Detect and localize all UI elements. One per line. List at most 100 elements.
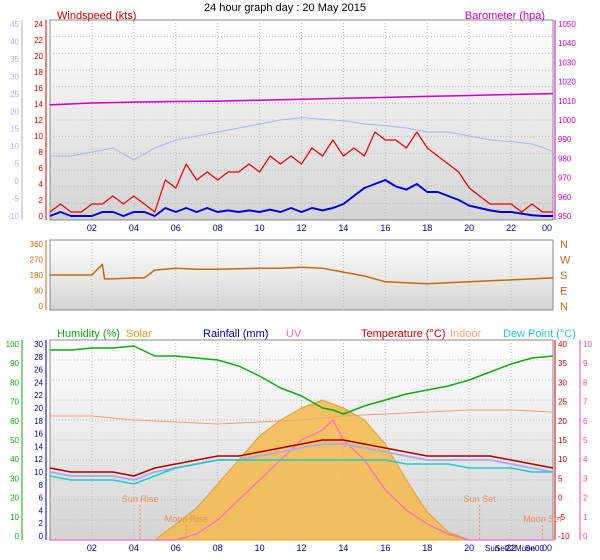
legend-humidity: Humidity (%) xyxy=(57,328,120,340)
humidity-tick-label: 10 xyxy=(10,513,19,522)
rainfall-tick-label: 6 xyxy=(39,494,44,503)
temp-series: Sun Rise Moon Rise Sun Set Moon Set xyxy=(49,345,562,541)
direction-tick-label: 270 xyxy=(30,256,44,265)
x-tick-label: 08 xyxy=(213,223,223,233)
windspeed-tick-label: 8 xyxy=(39,148,44,157)
wind-outer-tick-label: 40 xyxy=(10,37,19,46)
humidity-tick-label: 100 xyxy=(6,340,20,349)
bottom-label: 00 xyxy=(535,544,544,553)
direction-series xyxy=(50,263,554,285)
x-tick-label: 20 xyxy=(464,223,474,233)
direction-panel xyxy=(49,239,554,311)
x-tick-label: 06 xyxy=(171,543,181,553)
x-tick-label: 02 xyxy=(87,223,97,233)
barometer-tick-label: 1030 xyxy=(558,58,576,67)
x-tick-label: 10 xyxy=(255,543,265,553)
humidity-tick-label: 80 xyxy=(10,378,19,387)
x-tick-label: 00 xyxy=(542,543,552,553)
rainfall-tick-label: 20 xyxy=(34,404,43,413)
temp-legend: Humidity (%) Solar Rainfall (mm) UV Temp… xyxy=(57,328,576,340)
windspeed-tick-label: 18 xyxy=(34,68,43,77)
direction-tick-label: 90 xyxy=(34,287,43,296)
x-tick-label: 20 xyxy=(464,543,474,553)
astro-label: Moon Set xyxy=(523,514,562,524)
rainfall-tick-label: 30 xyxy=(34,340,43,349)
compass-label: S xyxy=(560,270,567,282)
x-tick-label: 16 xyxy=(380,223,390,233)
rainfall-tick-label: 14 xyxy=(34,442,43,451)
uv-tick-label: 8 xyxy=(583,378,588,387)
compass-label: W xyxy=(560,255,571,267)
x-tick-label: 22 xyxy=(506,543,516,553)
uv-tick-label: 3 xyxy=(583,474,588,483)
x-tick-label: 04 xyxy=(129,543,139,553)
wind-direction-line xyxy=(50,263,554,285)
rainfall-tick-label: 16 xyxy=(34,430,43,439)
humidity-tick-label: 30 xyxy=(10,474,19,483)
wind-outer-tick-label: -10 xyxy=(7,212,19,221)
rainfall-tick-label: 22 xyxy=(34,391,43,400)
wind-outer-tick-label: 35 xyxy=(10,55,19,64)
humidity-tick-label: 70 xyxy=(10,398,19,407)
windspeed-tick-label: 16 xyxy=(34,84,43,93)
rainfall-tick-label: 10 xyxy=(34,468,43,477)
rainfall-tick-label: 12 xyxy=(34,455,43,464)
legend-uv: UV xyxy=(286,328,302,340)
wind-outer-tick-label: 45 xyxy=(10,20,19,29)
windchill-trace-line xyxy=(50,117,554,161)
solar-area xyxy=(50,399,553,541)
windspeed-tick-label: 0 xyxy=(39,212,44,221)
rainfall-tick-label: 2 xyxy=(39,519,44,528)
humidity-tick-label: 60 xyxy=(10,417,19,426)
wind-outer-tick-label: 25 xyxy=(10,90,19,99)
temperature-tick-label: 20 xyxy=(558,417,567,426)
wind-outer-tick-label: 0 xyxy=(15,177,20,186)
bottom-label: Se xyxy=(525,544,535,553)
barometer-tick-label: 1010 xyxy=(558,97,576,106)
humidity-tick-label: 40 xyxy=(10,455,19,464)
direction-tick-label: 0 xyxy=(39,302,44,311)
wind-series xyxy=(49,92,554,217)
x-tick-label: 12 xyxy=(296,223,306,233)
windspeed-tick-label: 24 xyxy=(34,20,43,29)
rainfall-tick-label: 28 xyxy=(34,353,43,362)
x-tick-label: 10 xyxy=(255,223,265,233)
barometer-tick-label: 950 xyxy=(558,212,572,221)
windspeed-tick-label: 14 xyxy=(34,100,43,109)
direction-tick-label: 360 xyxy=(30,240,44,249)
temperature-tick-label: 5 xyxy=(558,474,563,483)
x-tick-label: 00 xyxy=(542,223,552,233)
legend-solar: Solar xyxy=(126,328,152,340)
barometer-tick-label: 960 xyxy=(558,193,572,202)
wind-legend-barometer: Barometer (hpa) xyxy=(465,10,545,22)
direction-tick-label: 180 xyxy=(30,271,44,280)
x-tick-label: 16 xyxy=(380,543,390,553)
x-tick-label: 04 xyxy=(129,223,139,233)
indoor-temperature-line xyxy=(50,409,554,425)
humidity-tick-label: 0 xyxy=(15,532,20,541)
windspeed-average-line xyxy=(49,179,553,217)
wind-grid xyxy=(50,20,553,220)
wind-outer-tick-label: 30 xyxy=(10,72,19,81)
temperature-tick-label: 30 xyxy=(558,378,567,387)
humidity-line xyxy=(50,345,554,415)
compass-label: E xyxy=(560,286,567,298)
chart-title: 24 hour graph day : 20 May 2015 xyxy=(204,2,366,14)
uv-tick-label: 2 xyxy=(583,494,588,503)
windspeed-tick-label: 10 xyxy=(34,132,43,141)
windspeed-gust-line xyxy=(49,131,553,213)
legend-rainfall: Rainfall (mm) xyxy=(203,328,268,340)
windspeed-tick-label: 4 xyxy=(39,180,44,189)
barometer-tick-label: 990 xyxy=(558,135,572,144)
barometer-tick-label: 980 xyxy=(558,154,572,163)
windchill-line xyxy=(49,443,554,481)
x-tick-label: 02 xyxy=(87,543,97,553)
humidity-tick-label: 20 xyxy=(10,494,19,503)
barometer-tick-label: 1050 xyxy=(558,20,576,29)
x-tick-label: 14 xyxy=(338,543,348,553)
compass-label: N xyxy=(560,301,568,313)
temp-axes: 1009080706050403020100302826242220181614… xyxy=(6,340,592,541)
windspeed-tick-label: 12 xyxy=(34,116,43,125)
wind-axes: 454035302520151050-5-1024222018161412108… xyxy=(7,20,576,221)
